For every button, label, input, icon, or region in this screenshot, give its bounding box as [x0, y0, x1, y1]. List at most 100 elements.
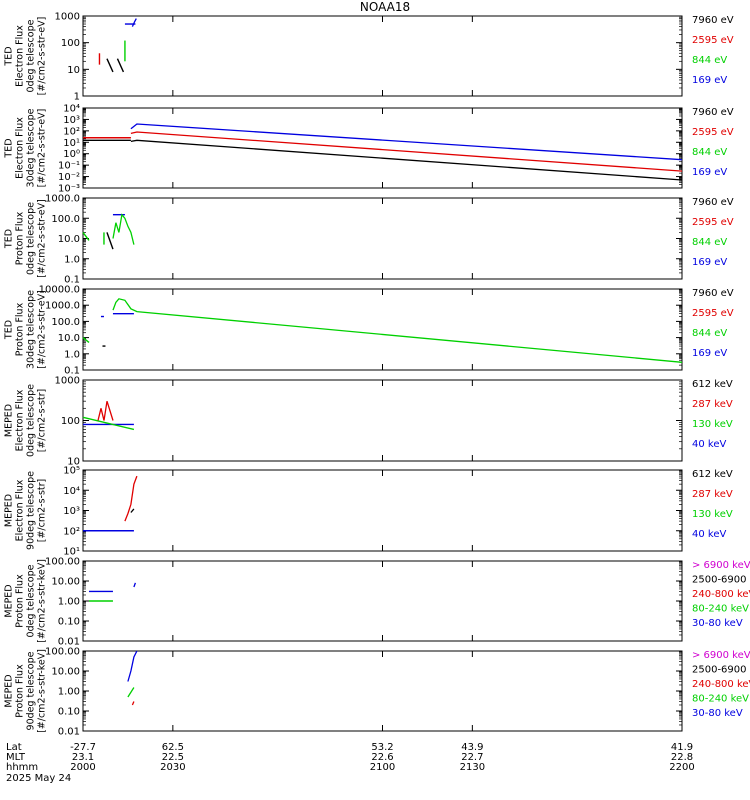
data-line — [127, 650, 138, 682]
data-line — [97, 401, 114, 421]
data-line — [133, 582, 137, 588]
legend-entry: 80-240 keV — [692, 694, 749, 705]
y-axis-label: [#/cm2-s-str-eV] — [37, 290, 48, 369]
y-tick-label: 0.01 — [58, 637, 80, 648]
y-axis-label: [#/cm2-s-str-keV] — [37, 559, 48, 643]
data-line — [124, 475, 138, 522]
x-tick-label: 53.2 — [371, 742, 393, 753]
y-tick-label: 10³ — [63, 115, 80, 126]
legend-entry: 30-80 keV — [692, 618, 743, 629]
x-tick-label: 22.5 — [162, 752, 184, 763]
legend-entry: 7960 eV — [692, 107, 734, 118]
legend-entry: 40 keV — [692, 529, 726, 540]
legend-entry: > 6900 keV — [692, 650, 750, 661]
y-tick-label: 10.00 — [51, 667, 80, 678]
x-tick-label: 41.9 — [671, 742, 693, 753]
date-label: 2025 May 24 — [6, 773, 71, 784]
data-line — [127, 687, 135, 698]
y-tick-label: 0.10 — [58, 617, 80, 628]
y-tick-label: 1.00 — [58, 597, 80, 608]
legend-entry: 2500-6900 — [692, 575, 747, 586]
legend-entry: 844 eV — [692, 328, 727, 339]
x-tick-label: 62.5 — [162, 742, 184, 753]
y-tick-label: 10⁻² — [58, 172, 80, 183]
y-axis-label: 0deg telescope — [26, 19, 37, 92]
y-tick-label: 10² — [63, 126, 80, 137]
x-row-label: hhmm — [6, 762, 38, 773]
legend-entry: 240-800 keV — [692, 679, 750, 690]
x-tick-label: 2200 — [669, 762, 694, 773]
panel-3: 0.1 1.0 10.0 100.0 1000.0 TED Proton Flux 0deg … — [4, 194, 734, 286]
y-tick-label: 1000 — [55, 376, 80, 387]
legend-entry: 169 eV — [692, 348, 727, 359]
legend-entry: 130 keV — [692, 509, 733, 520]
y-tick-label: 10¹ — [63, 547, 80, 558]
x-tick-label: 22.6 — [371, 752, 393, 763]
y-tick-label: 100.00 — [45, 647, 80, 658]
data-line — [131, 18, 137, 27]
y-axis-label: Electron Flux — [15, 479, 26, 541]
x-tick-label: 43.9 — [461, 742, 483, 753]
y-tick-label: 1000.0 — [45, 194, 80, 205]
y-tick-label: 10⁴ — [63, 486, 80, 497]
data-segment — [82, 231, 90, 241]
legend-entry: 240-800 keV — [692, 589, 750, 600]
y-axis-label: MEPED — [4, 404, 15, 437]
x-tick-label: 22.8 — [671, 752, 693, 763]
y-tick-label: 10⁰ — [63, 149, 80, 160]
y-axis-label: MEPED — [4, 494, 15, 527]
y-axis-label: 90deg telescope — [26, 471, 37, 550]
data-segment — [82, 416, 135, 431]
panel-4: 0.1 1.0 10.0 100.0 1000.0 10000.0 TED Proton Fl… — [4, 285, 734, 377]
legend-entry: 7960 eV — [692, 288, 734, 299]
data-segment — [116, 58, 125, 73]
legend-entry: 80-240 keV — [692, 604, 749, 615]
y-tick-label: 1000 — [55, 12, 80, 23]
y-tick-label: 100.0 — [51, 214, 80, 225]
y-axis-label: TED — [4, 46, 15, 66]
y-tick-label: 100.0 — [51, 317, 80, 328]
y-axis-label: Electron Flux — [15, 389, 26, 451]
y-tick-label: 10⁻³ — [58, 184, 80, 195]
plot-frame — [82, 107, 683, 189]
y-tick-label: 10⁻¹ — [58, 161, 80, 172]
data-line — [130, 508, 135, 513]
legend-entry: 2595 eV — [692, 217, 734, 228]
data-line — [130, 123, 683, 161]
y-axis-label: TED — [4, 320, 15, 340]
panel-8: 0.01 0.10 1.00 10.00 100.00 MEPED Proton Flux 9… — [4, 647, 750, 738]
plot-frame — [82, 469, 683, 552]
y-axis-label: Proton Flux — [15, 302, 26, 356]
legend-entry: 40 keV — [692, 439, 726, 450]
legend-entry: 7960 eV — [692, 15, 734, 26]
y-axis-label: 0deg telescope — [26, 384, 37, 457]
y-axis-label: 30deg telescope — [26, 108, 37, 187]
legend-entry: 844 eV — [692, 237, 727, 248]
legend-entry: 287 keV — [692, 489, 733, 500]
x-tick-label: -27.7 — [70, 742, 96, 753]
legend-entry: 844 eV — [692, 147, 727, 158]
legend-entry: 2500-6900 — [692, 665, 747, 676]
legend-entry: 130 keV — [692, 419, 733, 430]
legend-entry: 287 keV — [692, 399, 733, 410]
y-axis-label: Electron Flux — [15, 117, 26, 179]
y-tick-label: 10⁵ — [63, 466, 80, 477]
figure-title: NOAA18 — [360, 0, 410, 14]
legend-entry: 7960 eV — [692, 197, 734, 208]
plot-frame — [82, 650, 683, 732]
plot-frame — [82, 379, 683, 462]
data-segment — [106, 58, 114, 73]
y-tick-label: 10³ — [63, 506, 80, 517]
y-tick-label: 10.0 — [58, 333, 80, 344]
x-row-label: MLT — [6, 752, 26, 763]
y-axis-label: [#/cm2-s-str] — [37, 389, 48, 452]
y-axis-label: [#/cm2-s-str-keV] — [37, 649, 48, 733]
legend-entry: 2595 eV — [692, 127, 734, 138]
y-axis-label: [#/cm2-s-str-eV] — [37, 199, 48, 278]
x-tick-label: 2130 — [460, 762, 485, 773]
y-tick-label: 10.0 — [58, 234, 80, 245]
legend-entry: 2595 eV — [692, 308, 734, 319]
